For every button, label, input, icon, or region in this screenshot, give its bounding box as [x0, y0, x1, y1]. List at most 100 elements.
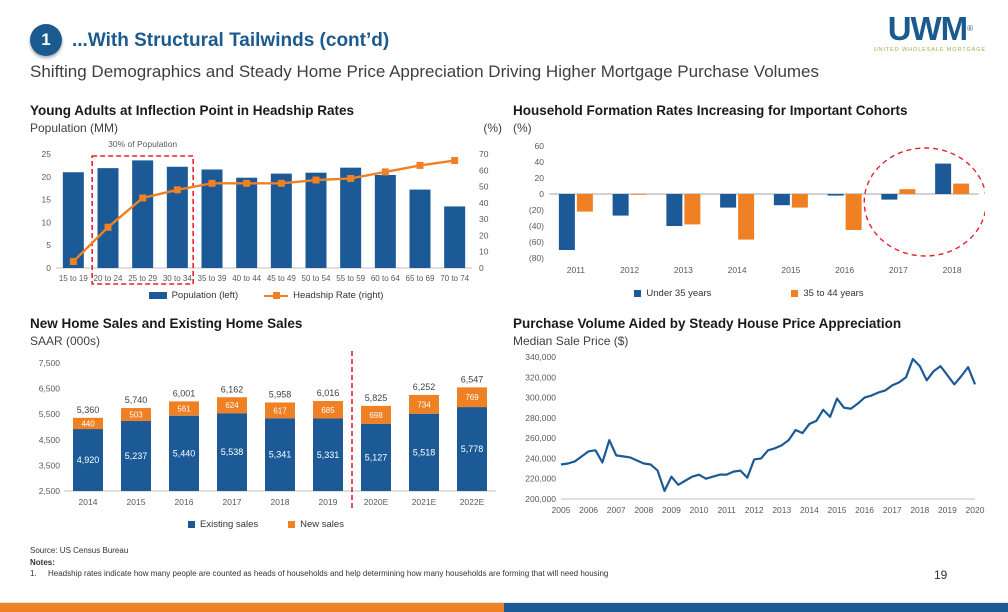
existing-sales-bar [361, 423, 391, 491]
formation-bar [881, 194, 898, 200]
tick-label: 40 to 44 [232, 274, 261, 283]
population-bar [97, 168, 119, 268]
tick-label: 2020 [966, 505, 985, 515]
line-square-marker [243, 179, 251, 187]
tick-label: 2,500 [39, 486, 61, 496]
chart-title-household-formation: Household Formation Rates Increasing for… [513, 103, 908, 118]
formation-bar [684, 194, 701, 225]
line-square-marker [139, 194, 147, 202]
tick-label: 2018 [943, 265, 962, 275]
bar-swatch-icon [288, 521, 296, 528]
left-axis-unit: Median Sale Price ($) [513, 334, 629, 348]
chart-title-home-sales: New Home Sales and Existing Home Sales [30, 316, 303, 331]
existing-sales-value: 5,237 [125, 451, 148, 461]
tick-label: 0 [46, 263, 51, 273]
tick-label: 5,500 [39, 409, 61, 419]
legend-label: 35 to 44 years [803, 288, 864, 299]
existing-sales-bar [169, 415, 199, 491]
square-marker-icon [272, 292, 280, 299]
formation-bar [953, 183, 970, 194]
total-value: 6,016 [317, 388, 340, 398]
legend-item: Headship Rate (right) [264, 290, 383, 301]
tick-label: 50 to 54 [302, 274, 331, 283]
new-sales-value: 734 [417, 400, 431, 409]
legend-item: Population (left) [148, 290, 239, 301]
home-sales-legend: Existing sales New sales [30, 519, 502, 530]
existing-sales-value: 5,341 [269, 450, 292, 460]
axis-unit-row: Population (MM) (%) [30, 121, 502, 136]
new-sales-bar [265, 402, 295, 419]
tick-label: 2018 [910, 505, 929, 515]
tick-label: 70 to 74 [440, 274, 469, 283]
new-sales-bar [457, 387, 487, 408]
tick-label: 240,000 [525, 453, 556, 463]
headship-chart: 0 5 10 15 20 25 0 10 20 30 40 50 60 70 15 to 19 20 to 2… [42, 139, 489, 285]
line-square-marker [347, 174, 355, 182]
tick-label: 2010 [690, 505, 709, 515]
formation-bar [935, 163, 952, 194]
tick-label: 20 to 24 [94, 274, 123, 283]
tick-label: 2016 [855, 505, 874, 515]
tick-label: 40 [479, 198, 489, 208]
legend-label: Population (left) [171, 290, 239, 301]
new-sales-bar [169, 401, 199, 416]
note-number: 1. [30, 569, 37, 578]
slide-number-badge: 1 [30, 24, 62, 56]
population-bar [132, 160, 154, 268]
note-text: Headship rates indicate how many people … [48, 569, 609, 578]
tick-label: 5 [46, 240, 51, 250]
legend-label: Under 35 years [646, 288, 712, 299]
formation-bar [666, 194, 683, 226]
headship-panel: Young Adults at Inflection Point in Head… [30, 103, 502, 301]
tick-label: 2012 [745, 505, 764, 515]
page-subtitle: Shifting Demographics and Steady Home Pr… [30, 62, 820, 81]
tick-label: 2005 [552, 505, 571, 515]
legend-item: Under 35 years [634, 288, 711, 299]
tick-label: 340,000 [525, 352, 556, 362]
population-bar [201, 169, 223, 268]
total-value: 6,001 [173, 388, 196, 398]
legend-item: New sales [288, 519, 344, 530]
existing-sales-bar [409, 413, 439, 491]
headship-rate-line [72, 159, 455, 263]
new-sales-bar [409, 394, 439, 414]
line-square-marker [208, 179, 216, 187]
new-sales-value: 440 [81, 419, 95, 428]
new-sales-value: 769 [465, 393, 479, 402]
tick-label: 2017 [223, 497, 242, 507]
household-formation-panel: Household Formation Rates Increasing for… [513, 103, 985, 299]
total-value: 6,252 [413, 382, 436, 392]
uwm-logo: UWM® UNITED WHOLESALE MORTGAGE [874, 12, 986, 54]
axis-unit-row: (%) [513, 121, 985, 136]
page-number: 19 [934, 568, 948, 582]
population-bars [62, 160, 466, 268]
existing-sales-bar [313, 418, 343, 491]
formation-bar [612, 194, 629, 216]
left-axis-unit: (%) [513, 121, 532, 135]
population-bar [409, 189, 431, 268]
left-axis-unit: SAAR (000s) [30, 334, 101, 348]
line-square-marker [173, 186, 181, 194]
tick-label: 60 [479, 165, 489, 175]
formation-bar [558, 194, 575, 250]
total-value: 5,825 [365, 393, 388, 403]
tick-label: 2014 [79, 497, 98, 507]
tick-label: 50 [479, 182, 489, 192]
median-price-line [560, 357, 977, 492]
tick-label: 20 [42, 172, 52, 182]
new-sales-value: 617 [273, 406, 287, 415]
new-sales-value: 624 [225, 401, 239, 410]
existing-sales-value: 5,331 [317, 450, 340, 460]
tick-label: 6,500 [39, 384, 61, 394]
tick-label: 2015 [828, 505, 847, 515]
axis-unit-row: SAAR (000s) [30, 334, 502, 349]
tick-label: 2017 [883, 505, 902, 515]
tick-label: 2014 [728, 265, 747, 275]
bottom-stripe [0, 602, 1008, 612]
tick-label: 20 [535, 173, 545, 183]
new-sales-bar [313, 400, 343, 419]
total-value: 5,740 [125, 395, 148, 405]
formation-bar [720, 194, 737, 208]
new-sales-bar [73, 417, 103, 430]
bar-swatch-icon [188, 521, 196, 528]
